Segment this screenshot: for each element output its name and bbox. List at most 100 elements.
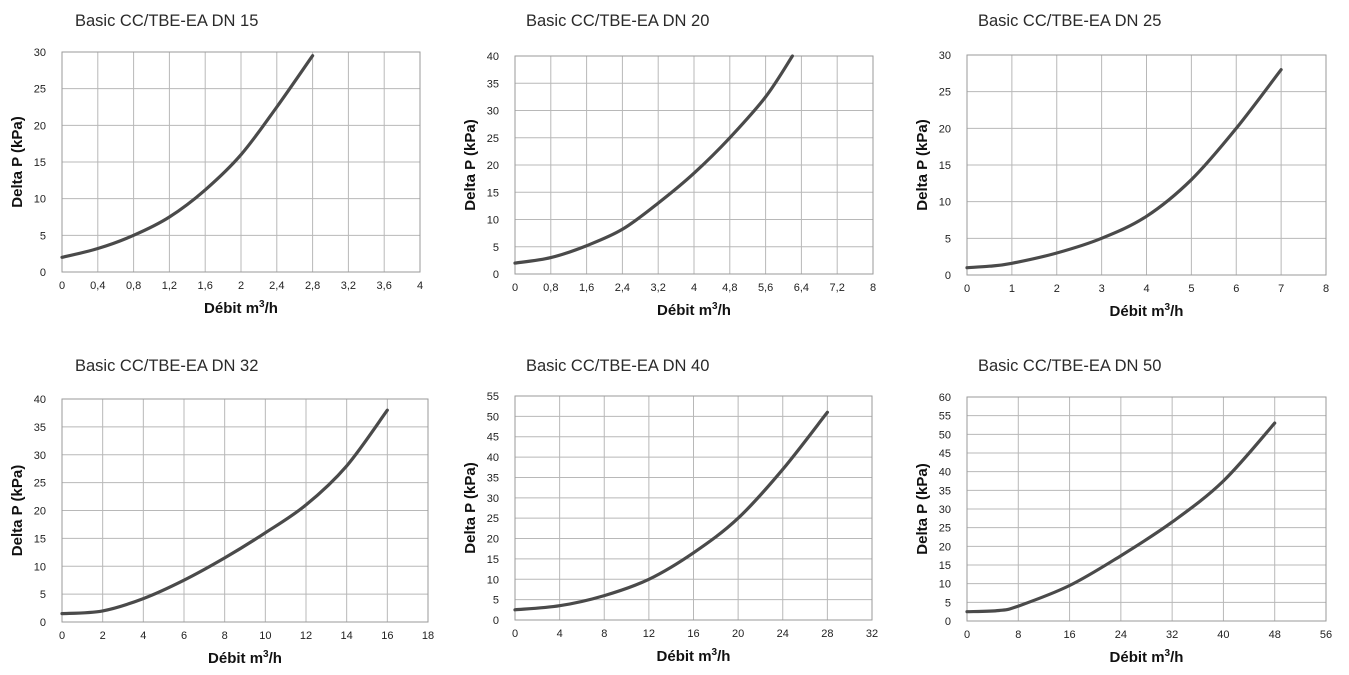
chart-title: Basic CC/TBE-EA DN 40 [526, 357, 710, 375]
chart-panel-dn20: Basic CC/TBE-EA DN 20 0 0,8 1,6 2,4 3,2 4 4,8 5… [450, 0, 900, 338]
x-tick-label: 12 [643, 628, 655, 640]
x-tick-label: 0,8 [126, 280, 141, 292]
x-tick-label: 0 [512, 282, 518, 294]
x-tick-label: 2 [100, 630, 106, 642]
x-tick-label: 7 [1278, 283, 1284, 295]
x-tick-label: 5,6 [758, 282, 773, 294]
x-tick-label: 0 [964, 283, 970, 295]
y-tick-label: 5 [493, 242, 499, 254]
x-tick-label: 24 [777, 628, 789, 640]
x-tick-label: 3,2 [341, 280, 356, 292]
chart-plot: 0 2 4 6 8 10 12 14 16 18 0 5 10 15 20 25 30 35 40 Débit m3/… [9, 394, 434, 667]
x-tick-label: 2,4 [615, 282, 630, 294]
y-tick-label: 30 [939, 504, 951, 516]
y-tick-label: 45 [939, 448, 951, 460]
y-axis-label: Delta P (kPa) [462, 462, 479, 553]
y-tick-label: 10 [34, 561, 46, 573]
x-tick-label: 24 [1115, 629, 1127, 641]
x-tick-label: 0 [512, 628, 518, 640]
y-tick-label: 30 [939, 50, 951, 62]
y-axis-label: Delta P (kPa) [9, 465, 26, 556]
y-axis-label: Delta P (kPa) [914, 119, 931, 210]
x-tick-label: 0 [59, 630, 65, 642]
grid [514, 395, 873, 621]
y-tick-label: 5 [493, 595, 499, 607]
y-tick-label: 60 [939, 392, 951, 404]
chart-title: Basic CC/TBE-EA DN 32 [75, 357, 259, 375]
y-tick-label: 5 [40, 589, 46, 601]
x-tick-label: 32 [1166, 629, 1178, 641]
plot-frame [514, 55, 874, 275]
y-tick-label: 0 [493, 615, 499, 627]
y-tick-label: 55 [487, 391, 499, 403]
x-tick-label: 3 [1099, 283, 1105, 295]
x-tick-label: 12 [300, 630, 312, 642]
y-tick-label: 40 [939, 467, 951, 479]
y-tick-label: 0 [40, 267, 46, 279]
y-tick-label: 25 [34, 478, 46, 490]
x-tick-label: 6 [181, 630, 187, 642]
chart-plot: 0 0,8 1,6 2,4 3,2 4 4,8 5,6 6,4 7,2 8 0 5 10 15 20 25 30 3… [462, 51, 876, 319]
y-tick-label: 25 [939, 523, 951, 535]
y-tick-label: 40 [34, 394, 46, 406]
x-tick-label: 7,2 [830, 282, 845, 294]
y-tick-label: 15 [939, 160, 951, 172]
chart-panel-dn32: Basic CC/TBE-EA DN 32 0 2 4 6 8 10 12 14 16 18 0 5 1… [0, 338, 450, 675]
y-tick-label: 20 [939, 123, 951, 135]
y-tick-label: 30 [34, 47, 46, 59]
x-tick-label: 8 [222, 630, 228, 642]
chart-title: Basic CC/TBE-EA DN 20 [526, 12, 710, 30]
y-tick-label: 25 [487, 513, 499, 525]
x-tick-label: 40 [1217, 629, 1229, 641]
x-tick-label: 3,2 [651, 282, 666, 294]
x-axis-label: Débit m3/h [1110, 302, 1184, 320]
y-tick-label: 15 [34, 157, 46, 169]
y-tick-label: 15 [487, 187, 499, 199]
chart-panel-dn50: Basic CC/TBE-EA DN 50 0 8 16 24 32 40 48 56 0 5 10… [900, 338, 1349, 675]
x-tick-label: 0,4 [90, 280, 105, 292]
y-tick-label: 20 [34, 506, 46, 518]
series-line [965, 68, 1283, 270]
grid [61, 51, 421, 273]
series-line [60, 54, 315, 259]
x-tick-label: 8 [1015, 629, 1021, 641]
x-tick-label: 3,6 [377, 280, 392, 292]
x-tick-label: 16 [1063, 629, 1075, 641]
y-tick-label: 30 [487, 106, 499, 118]
series-line [513, 410, 829, 612]
y-tick-label: 20 [34, 120, 46, 132]
x-tick-label: 6,4 [794, 282, 809, 294]
y-tick-label: 55 [939, 411, 951, 423]
series-line [60, 408, 389, 616]
x-tick-label: 4 [140, 630, 146, 642]
plot-frame [966, 54, 1327, 276]
x-tick-label: 0,8 [543, 282, 558, 294]
y-tick-label: 15 [487, 554, 499, 566]
x-tick-label: 2 [238, 280, 244, 292]
x-tick-label: 14 [341, 630, 353, 642]
grid [966, 396, 1327, 622]
plot-frame [514, 395, 873, 621]
x-tick-label: 10 [259, 630, 271, 642]
x-tick-label: 16 [687, 628, 699, 640]
x-tick-label: 4 [417, 280, 423, 292]
y-axis-label: Delta P (kPa) [914, 463, 931, 554]
y-tick-label: 15 [939, 560, 951, 572]
chart-title: Basic CC/TBE-EA DN 15 [75, 12, 259, 30]
series-line [965, 421, 1277, 614]
x-tick-label: 1,6 [579, 282, 594, 294]
y-tick-label: 35 [487, 78, 499, 90]
y-tick-label: 35 [34, 422, 46, 434]
x-tick-label: 8 [870, 282, 876, 294]
chart-plot: 0 8 16 24 32 40 48 56 0 5 10 15 20 25 30 35 40 45 50 55 60 Dé… [914, 392, 1332, 666]
x-tick-label: 20 [732, 628, 744, 640]
chart-title: Basic CC/TBE-EA DN 50 [978, 357, 1162, 375]
x-tick-label: 2 [1054, 283, 1060, 295]
x-axis-label: Débit m3/h [657, 301, 731, 319]
y-tick-label: 15 [34, 533, 46, 545]
y-tick-label: 50 [487, 411, 499, 423]
x-axis-label: Débit m3/h [204, 299, 278, 317]
y-tick-label: 10 [487, 574, 499, 586]
plot-frame [61, 398, 429, 623]
